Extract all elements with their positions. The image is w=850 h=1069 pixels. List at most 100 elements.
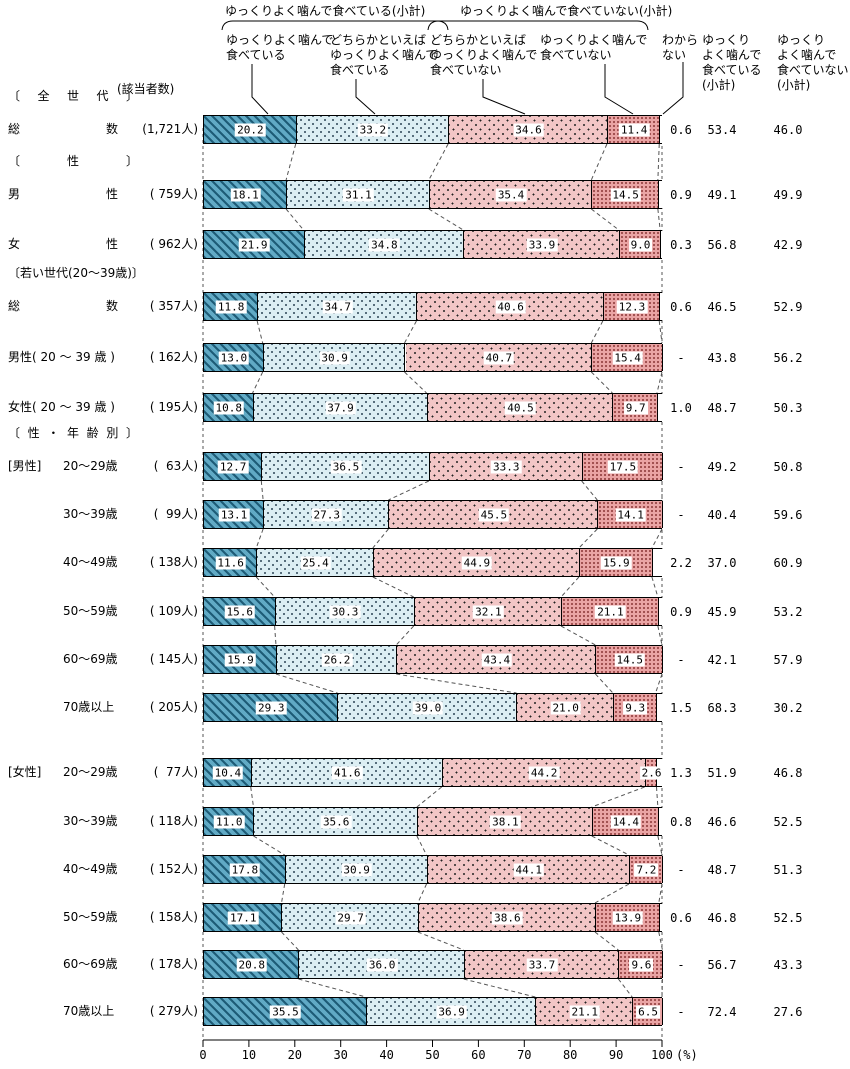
subtotal-yes-value: 46.5 — [707, 300, 737, 314]
segment-connector — [396, 673, 517, 694]
segment-value-label: 31.1 — [343, 188, 374, 201]
row-respondent-count: ( 158人) — [149, 910, 198, 924]
dk-value: 1.3 — [670, 766, 692, 780]
segment-value-label: 34.8 — [369, 238, 400, 251]
bar-segment-4 — [582, 453, 663, 480]
row-label: 40〜49歳 — [63, 555, 118, 569]
segment-connector — [372, 528, 389, 549]
segment-connector — [658, 320, 663, 344]
subtotal-yes-value: 48.7 — [707, 863, 737, 877]
axis-tick-label: 60 — [471, 1048, 486, 1062]
segment-value-label: 27.3 — [311, 508, 343, 521]
bracket-no-subtotal — [427, 20, 649, 31]
subtotal-yes-value: 68.3 — [707, 701, 737, 715]
leader-line-dk — [662, 62, 684, 115]
segment-value-label: 15.9 — [225, 653, 256, 666]
subtotal-no-value: 27.6 — [773, 1005, 803, 1019]
group-label: [男性] — [8, 459, 42, 473]
legend-seg1: ゆっくりよく噛んで 食べている — [226, 33, 334, 62]
segment-value-label: 34.7 — [322, 300, 354, 313]
subtotal-yes-value: 56.7 — [707, 958, 737, 972]
axis-tick-label: 40 — [379, 1048, 394, 1062]
bar-segment-dk — [661, 231, 663, 258]
segment-connector — [658, 883, 663, 904]
row-label: 女性 — [8, 237, 118, 251]
bar-segment-1 — [204, 646, 277, 673]
segment-value-label: 11.6 — [215, 556, 246, 569]
segment-connector — [274, 625, 277, 646]
bar-segment-dk — [659, 904, 663, 931]
axis-tick-label: 30 — [333, 1048, 348, 1062]
dk-value: - — [677, 460, 685, 474]
dk-value: 0.3 — [670, 238, 692, 252]
segment-value-label: 11.0 — [213, 815, 245, 828]
row-respondent-count: ( 759人) — [149, 187, 198, 201]
dk-value: 0.9 — [670, 605, 692, 619]
segment-value-label: 26.2 — [321, 653, 353, 666]
segment-value-label: 33.9 — [526, 238, 558, 251]
bar-row: 20.2 33.2 34.6 11.4 — [203, 115, 663, 144]
row-respondent-count: ( 962人) — [149, 237, 198, 251]
segment-connector — [594, 931, 619, 951]
segment-connector — [655, 786, 659, 808]
dk-value: 2.2 — [670, 556, 692, 570]
segment-connector — [388, 480, 430, 501]
segment-value-label: 35.5 — [270, 1005, 301, 1018]
segment-value-label: 17.8 — [229, 863, 261, 876]
bar-segment-dk — [657, 394, 663, 421]
segment-connector — [428, 143, 449, 181]
segment-connector — [594, 883, 630, 904]
segment-connector — [255, 576, 275, 598]
subtotal-no-value: 46.8 — [773, 766, 803, 780]
subtotal-no-value: 59.6 — [773, 508, 803, 522]
segment-value-label: 39.0 — [412, 701, 444, 714]
row-respondent-count: ( 162人) — [149, 350, 198, 364]
row-label: 40〜49歳 — [63, 862, 118, 876]
segment-value-label: 40.6 — [495, 300, 526, 313]
section-label: 〔性〕 — [8, 154, 138, 168]
subtotal-yes-value: 46.8 — [707, 911, 737, 925]
dk-value: - — [677, 1005, 685, 1019]
subtotal-yes-value: 48.7 — [707, 401, 737, 415]
row-respondent-count: ( 357人) — [149, 299, 198, 313]
row-respondent-count: ( 205人) — [149, 700, 198, 714]
segment-value-label: 11.8 — [215, 300, 247, 313]
legend-group-no: ゆっくりよく噛んで食べていない(小計) — [460, 4, 673, 18]
bar-row: 18.1 31.1 35.4 14.5 — [203, 180, 663, 209]
segment-connector — [651, 576, 659, 598]
segment-value-label: 35.4 — [495, 188, 527, 201]
segment-connector — [404, 371, 427, 394]
segment-value-label: 29.3 — [255, 701, 287, 714]
segment-value-label: 38.6 — [492, 911, 523, 924]
bar-segment-1 — [204, 856, 286, 883]
bar-segment-3 — [405, 344, 593, 371]
dk-value: 0.9 — [670, 188, 692, 202]
axis-tick-label: 10 — [241, 1048, 257, 1062]
segment-connector — [275, 673, 338, 694]
segment-connector — [560, 576, 580, 598]
segment-value-label: 21.1 — [595, 605, 626, 618]
segment-connector — [657, 208, 661, 231]
segment-connector — [658, 931, 663, 951]
axis-tick-label: 20 — [287, 1048, 303, 1062]
segment-value-label: 14.5 — [610, 188, 641, 201]
bar-row: 35.5 36.9 21.1 6.5 — [203, 997, 663, 1026]
segment-value-label: 33.2 — [357, 123, 389, 136]
segment-connector — [590, 143, 608, 181]
segment-connector — [591, 786, 645, 808]
bar-segment-2 — [264, 501, 390, 528]
row-respondent-count: ( 195人) — [149, 400, 198, 414]
legend-group-yes: ゆっくりよく噛んで食べている(小計) — [225, 4, 426, 18]
connector-lines — [202, 128, 663, 1047]
subtotal-yes-value: 43.8 — [707, 351, 737, 365]
segment-connector — [657, 835, 663, 856]
row-respondent-count: ( 178人) — [149, 957, 198, 971]
segment-connector — [655, 673, 663, 694]
dk-value: - — [677, 508, 685, 522]
subtotal-yes-value: 53.4 — [707, 123, 737, 137]
leader-line-seg2 — [355, 79, 376, 115]
row-label: 20〜29歳 — [63, 765, 118, 779]
segment-value-label: 7.2 — [634, 863, 659, 876]
row-label: 70歳以上 — [63, 1004, 115, 1018]
dk-value: - — [677, 653, 685, 667]
